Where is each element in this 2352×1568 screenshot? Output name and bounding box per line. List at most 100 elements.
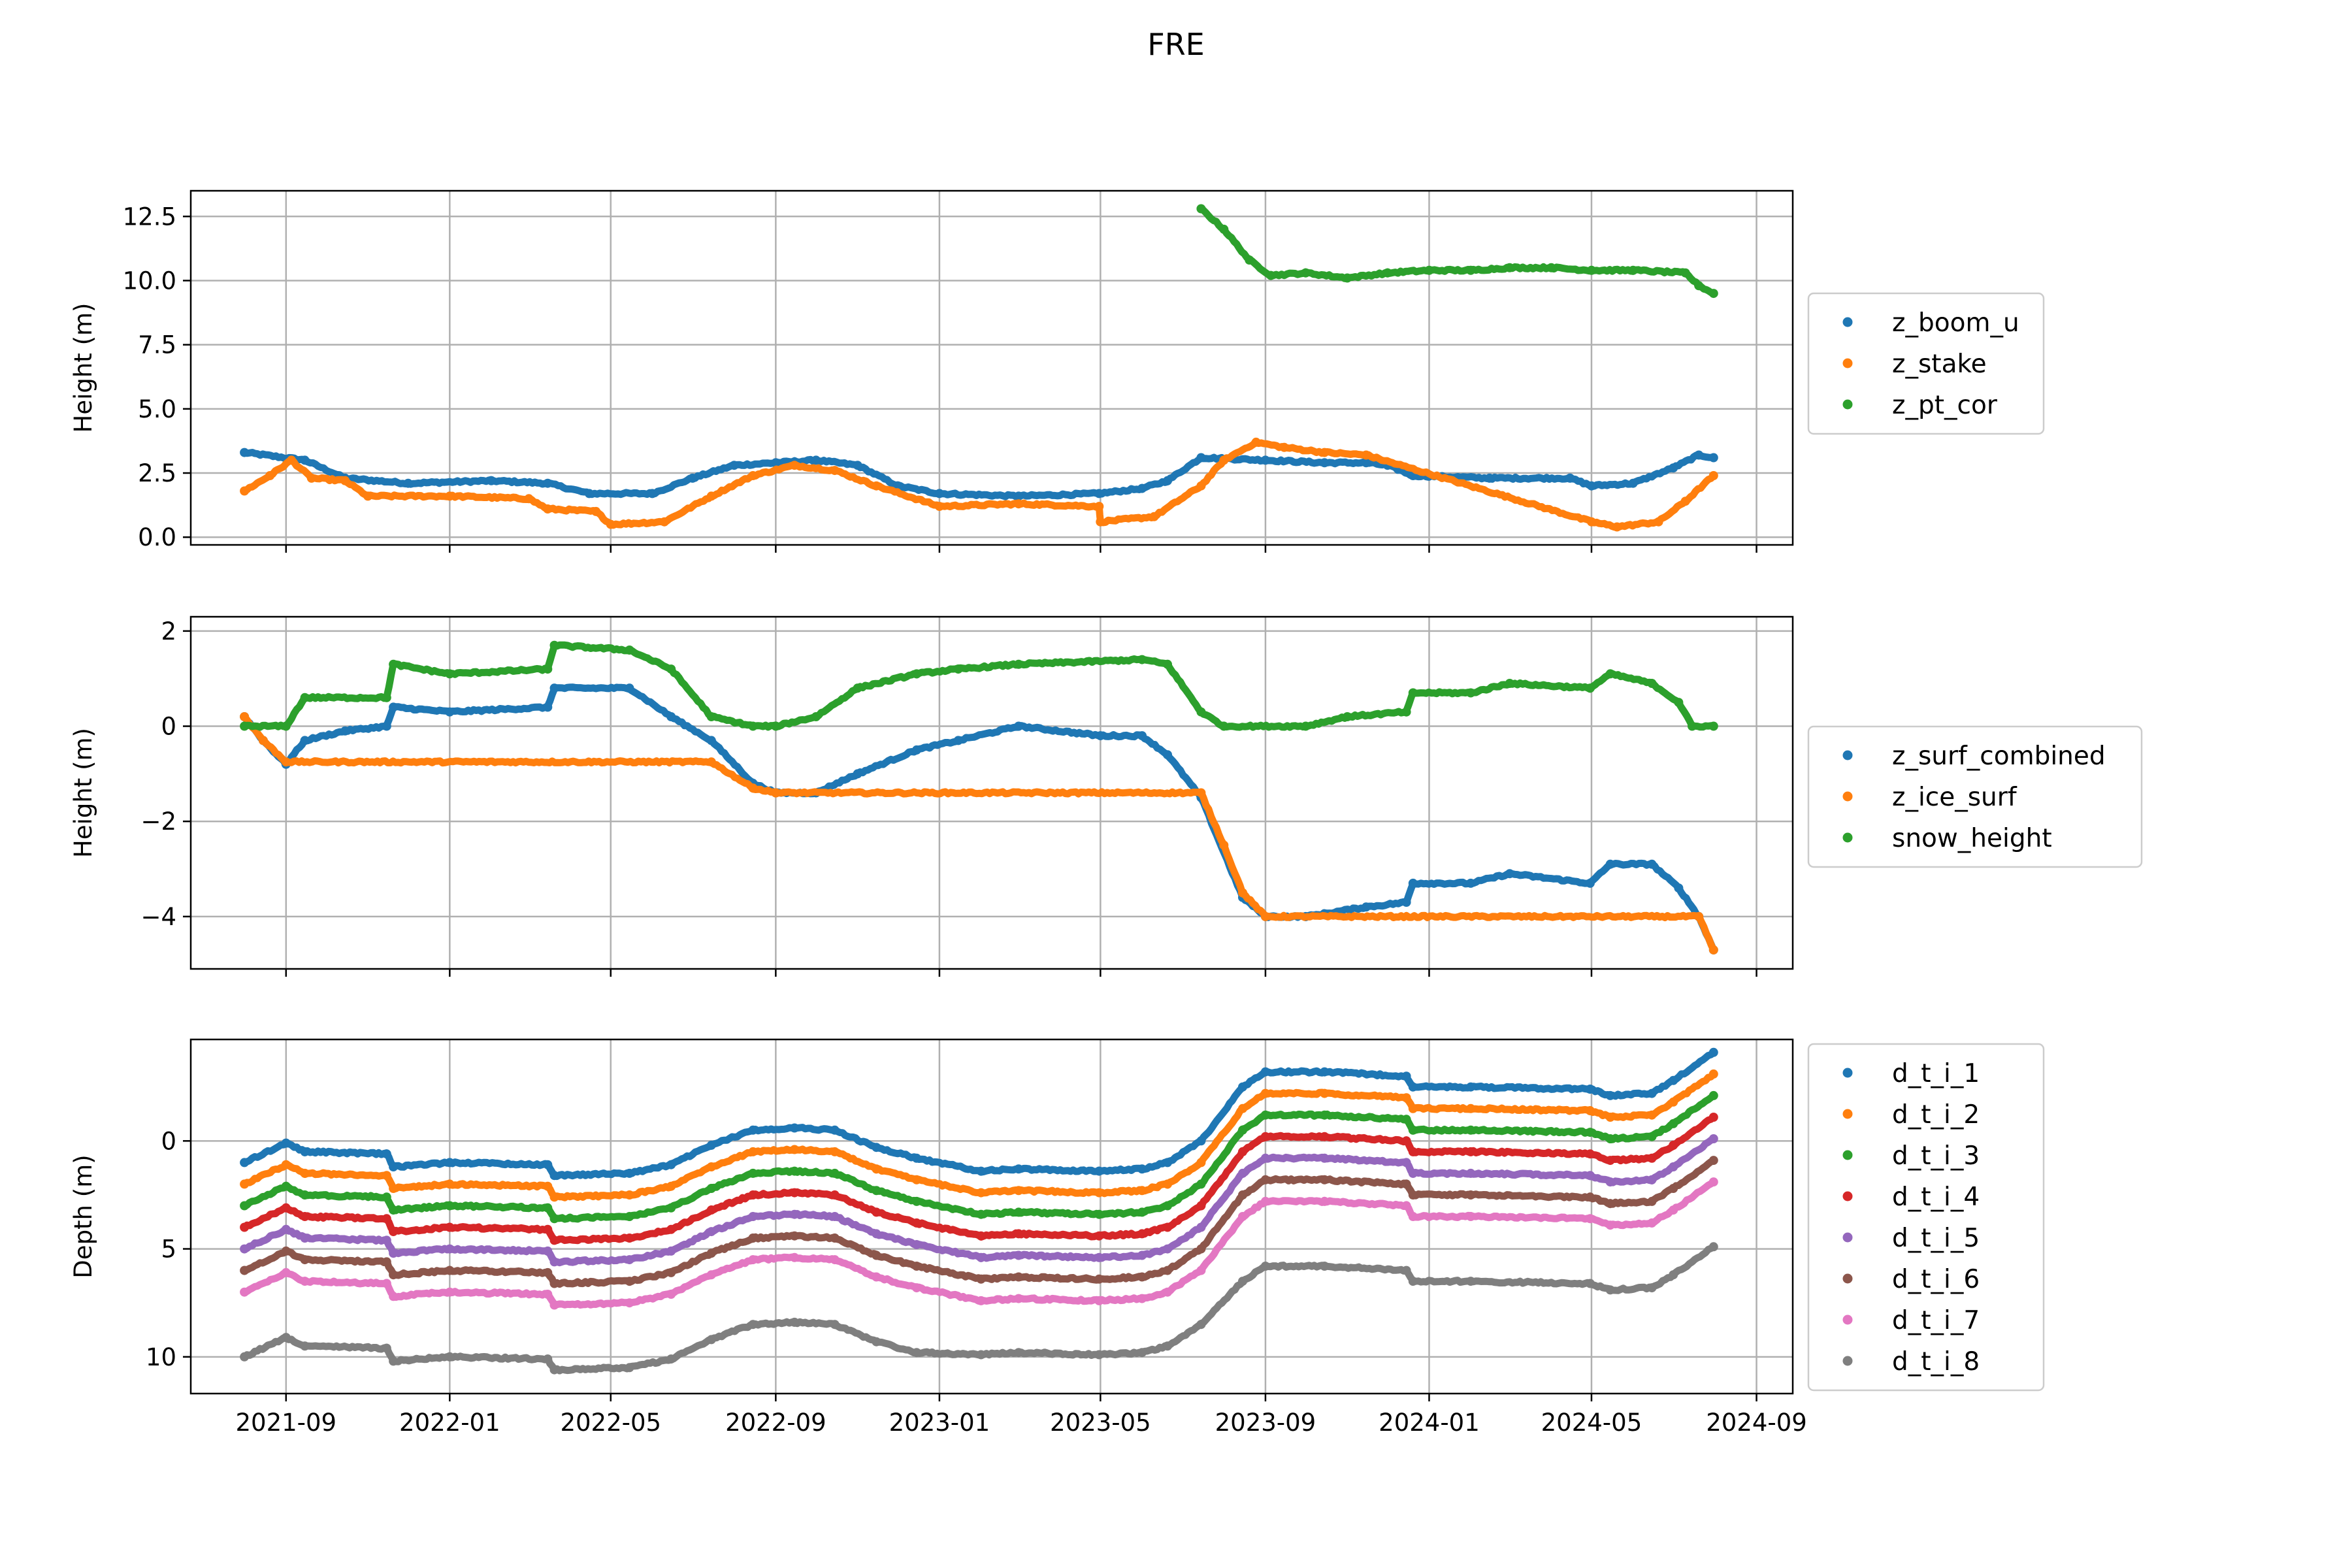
data-point	[1585, 1214, 1595, 1224]
data-point	[1362, 902, 1371, 912]
data-point	[1680, 497, 1690, 506]
y-axis-label: Height (m)	[69, 303, 97, 433]
data-point	[1605, 1199, 1615, 1209]
data-point	[1014, 491, 1024, 501]
data-point	[1408, 1190, 1418, 1200]
data-point	[1260, 1088, 1270, 1098]
data-point	[543, 1246, 553, 1256]
y-tick-label: 2.5	[138, 459, 176, 487]
data-point	[543, 1224, 553, 1234]
data-point	[748, 1168, 758, 1178]
data-point	[382, 1192, 391, 1202]
x-tick-label: 2024-01	[1379, 1409, 1480, 1437]
data-point	[666, 1181, 676, 1191]
data-point	[389, 1249, 399, 1258]
data-point	[1196, 788, 1206, 798]
y-tick-label: 12.5	[123, 203, 176, 231]
data-point	[748, 1125, 758, 1135]
series-d_t_i_1	[240, 1047, 1718, 1181]
data-point	[1674, 883, 1684, 893]
data-point	[1669, 1270, 1678, 1280]
data-point	[382, 1279, 391, 1288]
data-point	[1694, 281, 1704, 291]
series-d_t_i_6	[240, 1156, 1718, 1288]
data-point	[1605, 1220, 1615, 1230]
legend: d_t_i_1 d_t_i_2 d_t_i_3 d_t_i_4 d_t_i_5 d_t_i…	[1807, 1043, 2045, 1392]
data-point	[1014, 1186, 1024, 1196]
data-point	[1587, 265, 1596, 275]
data-point	[748, 1212, 758, 1221]
data-point	[625, 683, 634, 693]
data-point	[287, 455, 296, 465]
data-point	[549, 1171, 559, 1181]
data-point	[748, 1255, 758, 1265]
data-point	[240, 1222, 250, 1232]
data-point	[1401, 707, 1411, 717]
data-point	[281, 1246, 291, 1256]
data-point	[771, 721, 781, 731]
data-point	[1014, 1250, 1024, 1260]
data-point	[549, 1214, 559, 1224]
data-point	[1605, 1090, 1615, 1100]
data-point	[1238, 888, 1247, 898]
data-point	[748, 1320, 758, 1330]
data-point	[1605, 1285, 1615, 1295]
data-point	[1401, 1115, 1411, 1124]
data-point	[1014, 1207, 1024, 1217]
data-point	[240, 1287, 250, 1297]
data-point	[549, 1300, 559, 1310]
data-point	[872, 1164, 881, 1174]
data-point	[1708, 1047, 1718, 1057]
data-point	[830, 1212, 840, 1221]
data-point	[1320, 1132, 1330, 1141]
data-point	[1196, 707, 1206, 717]
data-point	[1137, 731, 1147, 741]
data-point	[666, 1160, 676, 1169]
data-point	[706, 1249, 716, 1258]
data-point	[625, 1363, 634, 1373]
series-trace	[240, 713, 1718, 954]
data-point	[524, 494, 534, 504]
data-point	[389, 1356, 399, 1366]
data-point	[1096, 517, 1105, 527]
data-point	[1238, 1103, 1247, 1113]
x-tick-label: 2023-01	[889, 1409, 990, 1437]
data-point	[382, 1149, 391, 1159]
data-point	[934, 502, 944, 512]
data-point	[300, 1341, 310, 1351]
y-tick-label: 2	[161, 617, 176, 645]
data-point	[790, 461, 800, 470]
data-point	[1094, 1231, 1104, 1241]
data-point	[1585, 1171, 1595, 1181]
data-point	[1014, 721, 1024, 731]
y-tick-label: 0.0	[138, 523, 176, 551]
data-point	[659, 517, 669, 527]
data-point	[1163, 659, 1172, 669]
data-point	[1466, 1082, 1476, 1092]
data-point	[1196, 1201, 1206, 1211]
data-point	[830, 1147, 840, 1156]
data-point	[706, 1270, 716, 1280]
data-point	[1401, 1201, 1411, 1211]
data-point	[1320, 1067, 1330, 1077]
data-point	[1585, 1279, 1595, 1288]
legend-marker	[1842, 399, 1853, 410]
data-point	[1647, 1132, 1657, 1141]
data-point	[1343, 273, 1352, 283]
data-point	[872, 1250, 881, 1260]
data-point	[306, 473, 316, 483]
data-point	[1647, 1283, 1657, 1293]
legend-label: z_pt_cor	[1892, 391, 1998, 420]
legend-label: z_boom_u	[1892, 308, 2019, 338]
data-point	[1669, 1097, 1678, 1107]
data-point	[1408, 1082, 1418, 1092]
data-point	[1320, 1196, 1330, 1206]
data-point	[1688, 721, 1697, 731]
data-point	[1238, 1190, 1247, 1200]
data-point	[1137, 1250, 1147, 1260]
data-point	[584, 489, 594, 498]
data-point	[1320, 1088, 1330, 1098]
data-point	[748, 783, 758, 793]
data-point	[445, 707, 455, 717]
data-point	[340, 726, 350, 736]
